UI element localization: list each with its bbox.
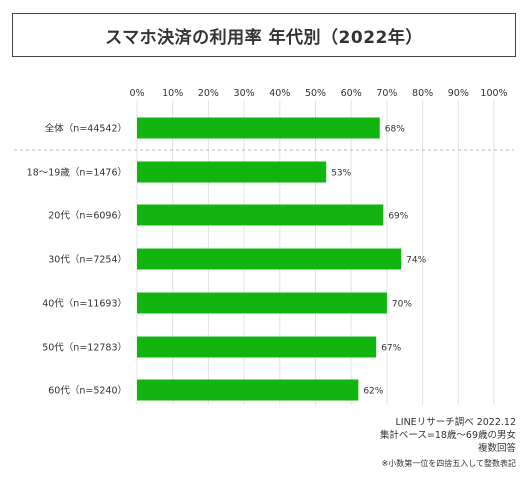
category-label: 30代（n=7254） (48, 254, 127, 266)
rounding-footnote: ※小数第一位を四捨五入して整数表記 (381, 459, 516, 468)
title-box: スマホ決済の利用率 年代別（2022年） (12, 13, 516, 57)
data-label: 62% (363, 387, 383, 397)
bar (137, 204, 384, 226)
x-tick-label: 50% (305, 88, 326, 99)
bar (137, 336, 377, 358)
bar (137, 292, 387, 314)
data-label: 74% (406, 256, 426, 266)
x-tick-label: 20% (198, 88, 219, 99)
method-note: 複数回答 (477, 443, 516, 454)
x-tick-label: 10% (162, 88, 183, 99)
category-label: 20代（n=6096） (48, 210, 127, 222)
x-tick-label: 70% (376, 88, 397, 99)
x-tick-label: 80% (412, 88, 433, 99)
bar (137, 117, 380, 139)
x-tick-label: 60% (341, 88, 362, 99)
category-label: 18～19歳（n=1476） (27, 167, 127, 179)
data-label: 68% (385, 125, 405, 135)
data-label: 67% (381, 344, 401, 354)
category-label: 60代（n=5240） (48, 385, 127, 397)
source-notes: LINEリサーチ調べ 2022.12 集計ベース=18歳～69歳の男女 複数回答… (380, 416, 516, 470)
base-note: 集計ベース=18歳～69歳の男女 (379, 430, 516, 441)
data-label: 69% (388, 212, 408, 222)
x-tick-label: 0% (129, 88, 144, 99)
x-tick-label: 90% (448, 88, 469, 99)
data-label: 53% (331, 169, 351, 179)
category-label: 全体（n=44542） (45, 123, 127, 135)
category-label: 40代（n=11693） (42, 298, 127, 310)
category-label: 50代（n=12783） (42, 342, 127, 354)
x-tick-label: 30% (234, 88, 255, 99)
bar (137, 248, 402, 270)
x-tick-label: 40% (269, 88, 290, 99)
x-tick-label: 100% (480, 88, 507, 99)
bar (137, 379, 359, 401)
chart-title: スマホ決済の利用率 年代別（2022年） (105, 27, 423, 48)
source-note: LINEリサーチ調べ 2022.12 (395, 417, 516, 428)
bar (137, 161, 327, 183)
data-label: 70% (392, 300, 412, 310)
